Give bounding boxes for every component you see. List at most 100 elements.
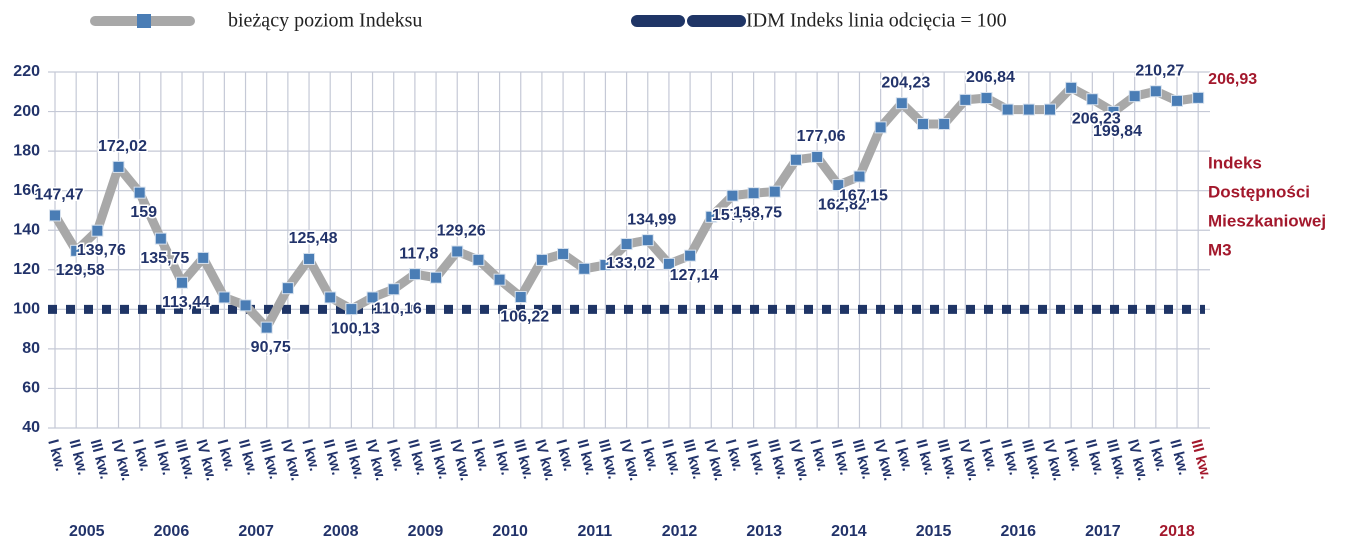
point-marker [832,179,845,192]
point-marker [1001,103,1014,116]
point-marker [747,187,760,200]
point-marker [49,209,61,222]
year-label: 2012 [662,523,698,540]
data-label: 159 [130,204,157,221]
point-marker [493,273,506,286]
point-marker [1043,103,1056,116]
point-marker [345,303,358,316]
data-label: 177,06 [797,128,846,145]
data-label: 172,02 [98,138,147,155]
point-marker [959,93,972,106]
year-label: 2018 [1159,523,1195,540]
data-label: 90,75 [251,339,291,356]
data-label: 158,75 [733,204,782,221]
point-marker [70,244,83,257]
data-label: 133,02 [606,255,655,272]
data-label: 206,84 [966,69,1015,86]
point-marker [154,232,167,245]
point-marker [599,259,612,272]
y-tick-label: 100 [13,301,40,318]
data-label: 147,47 [35,187,84,204]
y-tick-label: 200 [13,103,40,120]
point-marker [281,282,294,295]
point-marker [705,210,718,223]
data-label: 162,82 [818,196,867,213]
data-label: 127,14 [670,267,719,284]
legend-marker [137,14,151,28]
point-marker [260,321,273,334]
point-marker [620,238,633,251]
y-tick-label: 160 [13,182,40,199]
legend-label: bieżący poziom Indeksu [228,10,422,32]
point-marker [133,186,146,199]
point-marker [980,92,993,105]
point-marker [366,291,379,304]
point-marker [239,299,252,312]
point-marker [535,253,548,266]
data-label: 206,93 [1208,71,1257,88]
data-label: 129,58 [56,262,105,279]
point-marker [684,249,697,262]
point-marker [324,291,337,304]
y-tick-label: 80 [22,340,40,357]
point-marker [1022,103,1035,116]
point-marker [811,150,824,163]
year-label: 2010 [492,523,528,540]
point-marker [874,121,887,134]
data-label: 199,84 [1093,123,1142,140]
data-label: 134,99 [627,211,676,228]
point-marker [176,276,189,289]
point-marker [557,247,570,260]
data-label: 167,15 [839,188,888,205]
data-label: 157,47 [712,207,761,224]
point-marker [1192,91,1205,104]
year-label: 2009 [408,523,444,540]
point-marker [662,257,675,270]
point-marker [916,118,929,131]
point-marker [726,189,739,202]
point-marker [1128,90,1141,103]
annotation: Indeks [1208,153,1262,172]
year-label: 2017 [1085,523,1121,540]
data-label: 206,23 [1072,110,1121,127]
point-marker [895,97,908,110]
point-marker [472,253,485,266]
data-label: 117,8 [399,245,438,262]
y-tick-label: 140 [13,221,40,238]
y-tick-label: 180 [13,142,40,159]
y-tick-label: 220 [13,63,40,80]
y-tick-label: 60 [22,380,40,397]
point-marker [938,118,951,131]
year-label: 2011 [577,523,612,540]
point-marker [91,224,104,237]
data-label: 100,13 [331,320,380,337]
year-label: 2007 [238,523,274,540]
data-label: 129,26 [437,223,486,240]
year-label: 2005 [69,523,105,540]
y-tick-label: 120 [13,261,40,278]
point-marker [789,153,802,166]
data-label: 210,27 [1135,62,1184,79]
year-label: 2013 [746,523,782,540]
point-marker [112,160,125,173]
point-marker [387,283,400,296]
point-marker [768,185,781,198]
point-marker [451,245,464,258]
point-marker [1107,105,1120,118]
point-marker [1149,85,1162,98]
point-marker [853,170,866,183]
point-marker [1086,93,1099,106]
year-label: 2006 [154,523,190,540]
legend-ref-label: IDM Indeks linia odcięcia = 100 [746,10,1007,32]
year-label: 2016 [1000,523,1036,540]
data-label: 204,23 [881,74,930,91]
year-label: 2008 [323,523,359,540]
x-tick-label: III kw. [1187,438,1214,481]
point-marker [408,268,421,281]
annotation: Mieszkaniowej [1208,211,1326,230]
point-marker [1171,94,1184,107]
point-marker [514,291,527,304]
data-label: 125,48 [289,230,338,247]
data-label: 106,22 [500,308,549,325]
y-tick-label: 40 [22,419,40,436]
